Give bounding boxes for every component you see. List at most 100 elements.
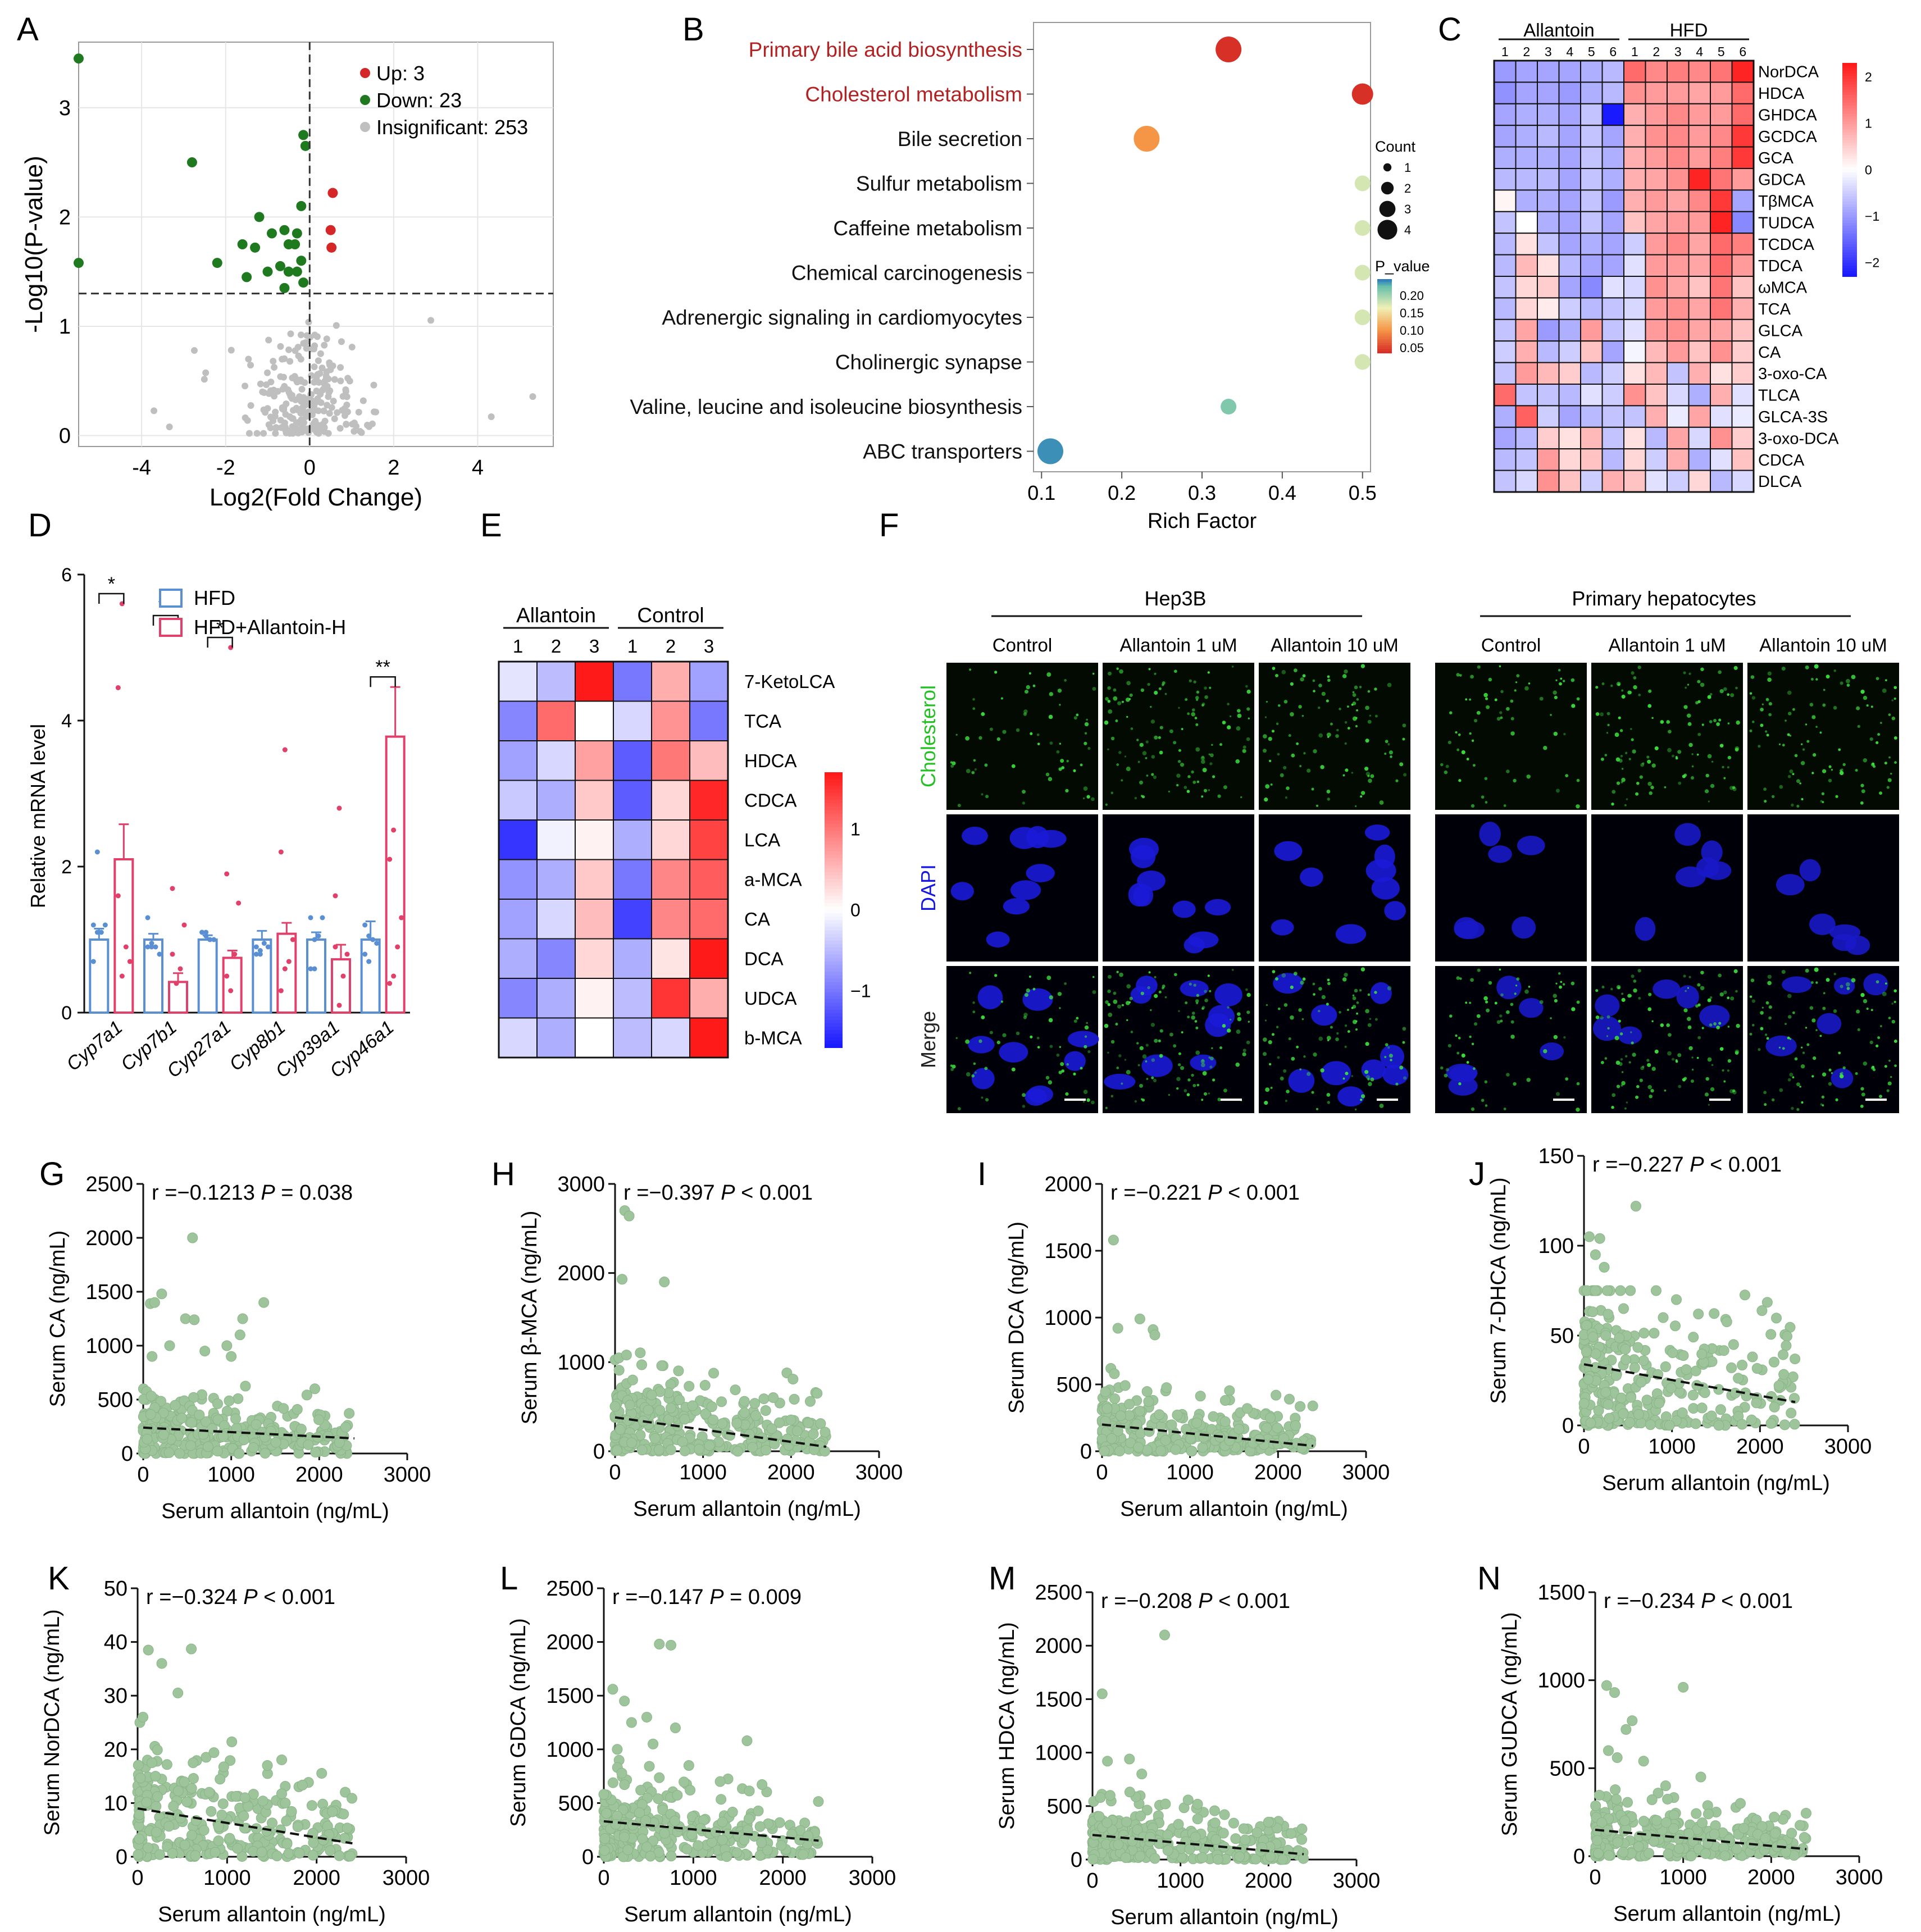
cholesterol-dot	[1301, 1018, 1304, 1020]
cholesterol-dot	[1571, 678, 1575, 682]
heatmap-cell	[1494, 384, 1517, 407]
scatter-point	[610, 1819, 621, 1830]
colorbar-segment	[825, 896, 843, 900]
cholesterol-dot	[1321, 691, 1326, 696]
insignificant-point	[312, 418, 319, 425]
colorbar-segment	[1842, 124, 1857, 127]
scatter-point	[203, 1787, 215, 1798]
heatmap-cell	[689, 899, 729, 940]
colorbar-segment	[825, 1040, 843, 1045]
cholesterol-dot	[1707, 754, 1712, 759]
colorbar-segment	[825, 941, 843, 945]
x-tick-label: 3000	[383, 1866, 430, 1890]
cholesterol-dot	[1369, 714, 1372, 717]
cholesterol-dot	[1402, 1041, 1405, 1044]
scatter-point	[194, 1409, 205, 1420]
scatter-point	[634, 1807, 645, 1819]
cholesterol-dot	[1209, 1065, 1213, 1069]
scatter-point	[1197, 1852, 1208, 1863]
scatter-point	[1677, 1407, 1688, 1419]
cholesterol-dot	[1302, 674, 1306, 678]
scatter-point	[1210, 1834, 1222, 1845]
cholesterol-dot	[1678, 1085, 1682, 1088]
cholesterol-dot	[1500, 690, 1504, 694]
colorbar-segment	[1377, 304, 1392, 306]
cholesterol-dot	[1815, 1029, 1818, 1031]
enrichment-bubble	[1354, 265, 1371, 281]
nucleus	[1845, 935, 1870, 955]
cholesterol-dot	[1217, 794, 1221, 798]
nucleus	[1653, 979, 1681, 999]
row-label: GLCA	[1758, 322, 1803, 340]
cholesterol-dot	[1301, 714, 1304, 717]
cholesterol-dot	[1176, 1077, 1181, 1081]
cholesterol-dot	[1056, 750, 1060, 754]
cholesterol-dot	[1736, 720, 1740, 725]
data-point	[340, 973, 346, 979]
heatmap-cell	[1623, 276, 1646, 299]
scatter-point	[607, 1777, 618, 1788]
cholesterol-dot	[1796, 804, 1800, 808]
scatter-point	[1768, 1356, 1779, 1368]
column-label: 3	[1545, 44, 1552, 59]
cholesterol-dot	[1647, 781, 1652, 786]
scatter-point	[158, 1407, 169, 1419]
row-label: GCDCA	[1758, 128, 1817, 146]
cholesterol-dot	[1058, 1070, 1062, 1074]
cholesterol-dot	[1032, 684, 1036, 687]
cholesterol-dot	[1565, 774, 1569, 777]
heatmap-cell	[1601, 384, 1624, 407]
insignificant-point	[323, 335, 330, 343]
scatter-point	[1600, 1387, 1612, 1398]
cholesterol-dot	[969, 972, 972, 974]
cholesterol-dot	[1621, 1071, 1624, 1073]
category-label: Primary bile acid biosynthesis	[749, 38, 1022, 61]
cholesterol-dot	[1227, 703, 1230, 705]
colorbar-segment	[1377, 318, 1392, 320]
colorbar-segment	[825, 865, 843, 869]
heatmap-cell	[1688, 125, 1711, 148]
scatter-point	[1671, 1294, 1682, 1305]
cholesterol-dot	[1781, 666, 1786, 671]
data-point	[174, 981, 179, 986]
heatmap-cell	[1645, 318, 1668, 342]
cholesterol-dot	[1813, 1056, 1817, 1060]
cholesterol-dot	[1326, 1003, 1329, 1006]
row-label: GLCA-3S	[1758, 408, 1828, 426]
insignificant-point	[272, 425, 280, 432]
scatter-point	[310, 1447, 321, 1458]
cholesterol-dot	[1809, 1006, 1814, 1010]
colorbar-tick-label: 2	[1865, 70, 1872, 84]
cholesterol-dot	[1855, 1072, 1858, 1076]
scatter-point	[318, 1834, 329, 1846]
cholesterol-dot	[1513, 1082, 1517, 1086]
cholesterol-dot	[1110, 791, 1114, 794]
insignificant-point	[242, 382, 249, 390]
heatmap-cell	[1537, 405, 1560, 428]
scatter-point	[813, 1796, 824, 1807]
cholesterol-dot	[1293, 668, 1298, 672]
cholesterol-dot	[1618, 1062, 1623, 1066]
cholesterol-dot	[1235, 759, 1240, 764]
scatter-point	[687, 1400, 698, 1411]
y-tick-label: 150	[1538, 1145, 1574, 1168]
cholesterol-dot	[1637, 969, 1641, 973]
colorbar-segment	[1842, 151, 1857, 154]
bile-acid-heatmap-e: 7-KetoLCATCAHDCACDCALCAa-MCACADCAUDCAb-M…	[498, 604, 871, 1059]
cholesterol-dot	[955, 1037, 958, 1039]
cholesterol-dot	[1342, 774, 1345, 777]
cholesterol-dot	[1237, 1012, 1241, 1016]
heatmap-cell	[1710, 297, 1733, 320]
scatter-point	[599, 1845, 610, 1856]
cholesterol-dot	[1835, 795, 1838, 798]
cholesterol-dot	[1822, 703, 1826, 707]
cholesterol-dot	[1749, 995, 1752, 998]
scatter-point	[1706, 1410, 1717, 1421]
scatter-point	[1272, 1422, 1283, 1433]
cholesterol-dot	[996, 737, 1000, 741]
cholesterol-dot	[1767, 981, 1772, 986]
scatter-point	[142, 1433, 153, 1445]
scatter-point	[1620, 1343, 1631, 1355]
cholesterol-dot	[1675, 757, 1678, 760]
